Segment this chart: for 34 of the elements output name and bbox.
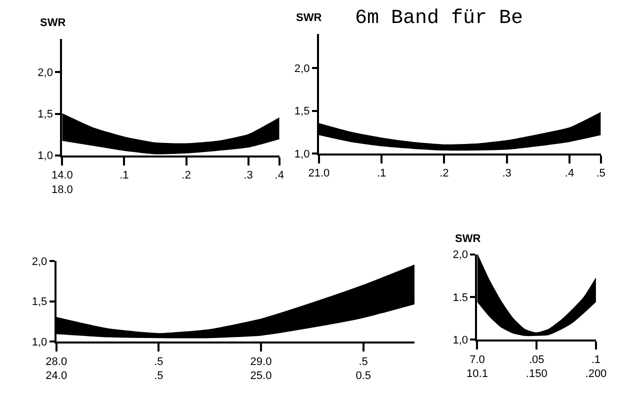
y-tick-label: 1.5 [452,292,468,304]
x-tick-label: .5 .5 [154,356,164,382]
x-tick-label: 7.0 10.1 [466,354,488,380]
y-tick-label: 1,0 [32,336,48,348]
y-tick-label: 1,5 [38,108,53,121]
y-tick-label: 2,0 [38,67,53,80]
x-tick-label: .4 [274,170,284,182]
x-tick-label: 29.0 25.0 [250,356,272,382]
x-tick-label: .5 [596,168,606,180]
y-tick-label: 1,5 [32,296,48,308]
x-tick-label: .1 [376,168,386,180]
x-tick-label: .5 0.5 [356,356,371,382]
x-tick-label: 28.0 24.0 [46,356,68,382]
chart-title: 6m Band für Be [355,7,524,30]
x-tick-label: 14.0 18.0 [51,170,73,196]
y-tick-label: 2,0 [452,249,468,262]
y-axis-title: SWR [455,233,481,245]
y-tick-label: 1,0 [38,150,53,162]
x-tick-label: .4 [564,168,574,180]
y-tick-label: 1,5 [294,106,310,118]
x-tick-label: .2 [440,168,449,180]
y-axis-title: SWR [40,17,66,29]
y-tick-label: 1,0 [294,148,310,160]
x-tick-label: .2 [182,170,191,182]
x-tick-label: .3 [502,168,512,180]
x-tick-label: 21.0 [308,168,330,180]
x-tick-label: .3 [244,170,253,182]
y-tick-label: 2,0 [294,63,310,76]
y-tick-label: 1,0 [452,334,468,347]
x-tick-label: .1 [120,170,129,182]
y-axis-title: SWR [296,12,322,24]
y-tick-label: 2,0 [32,256,48,268]
x-tick-label: .05 .150 [526,354,548,380]
x-tick-label: .1 .200 [585,354,607,380]
